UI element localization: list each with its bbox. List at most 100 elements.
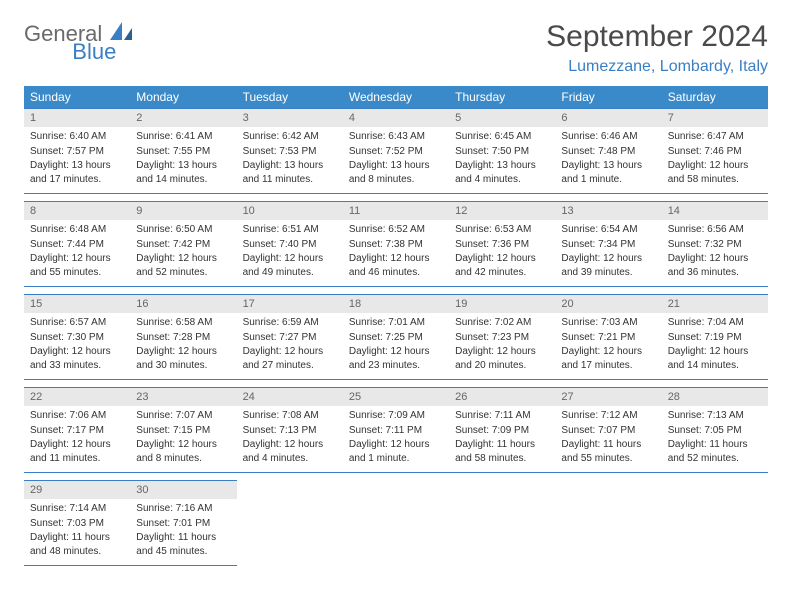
sunset-line: Sunset: 7:42 PM — [136, 238, 230, 252]
sunset-line: Sunset: 7:28 PM — [136, 331, 230, 345]
day-details: Sunrise: 7:06 AMSunset: 7:17 PMDaylight:… — [24, 406, 130, 472]
day-number: 6 — [555, 109, 661, 127]
daylight-line: Daylight: 12 hours and 14 minutes. — [668, 345, 762, 372]
day-number: 29 — [24, 481, 130, 499]
daylight-line: Daylight: 12 hours and 49 minutes. — [243, 252, 337, 279]
calendar-row: 8Sunrise: 6:48 AMSunset: 7:44 PMDaylight… — [24, 202, 768, 287]
daylight-line: Daylight: 13 hours and 8 minutes. — [349, 159, 443, 186]
sunrise-line: Sunrise: 7:01 AM — [349, 316, 443, 330]
sunset-line: Sunset: 7:50 PM — [455, 145, 549, 159]
calendar-cell: 22Sunrise: 7:06 AMSunset: 7:17 PMDayligh… — [24, 388, 130, 473]
sunset-line: Sunset: 7:11 PM — [349, 424, 443, 438]
day-details: Sunrise: 7:14 AMSunset: 7:03 PMDaylight:… — [24, 499, 130, 565]
day-number: 1 — [24, 109, 130, 127]
daylight-line: Daylight: 11 hours and 52 minutes. — [668, 438, 762, 465]
header: General Blue September 2024 Lumezzane, L… — [24, 20, 768, 76]
sunset-line: Sunset: 7:01 PM — [136, 517, 230, 531]
daylight-line: Daylight: 12 hours and 17 minutes. — [561, 345, 655, 372]
calendar-cell: 14Sunrise: 6:56 AMSunset: 7:32 PMDayligh… — [662, 202, 768, 287]
calendar-row: 15Sunrise: 6:57 AMSunset: 7:30 PMDayligh… — [24, 295, 768, 380]
day-details: Sunrise: 6:50 AMSunset: 7:42 PMDaylight:… — [130, 220, 236, 286]
sunset-line: Sunset: 7:55 PM — [136, 145, 230, 159]
calendar-cell: 28 Sunrise: 7:13 AMSunset: 7:05 PMDayligh… — [662, 388, 768, 473]
sunset-line: Sunset: 7:34 PM — [561, 238, 655, 252]
day-details: Sunrise: 7:03 AMSunset: 7:21 PMDaylight:… — [555, 313, 661, 379]
calendar-cell — [449, 481, 555, 566]
calendar-cell — [662, 481, 768, 566]
day-number: 9 — [130, 202, 236, 220]
day-number: 28 — [662, 388, 768, 406]
day-details: Sunrise: 6:45 AMSunset: 7:50 PMDaylight:… — [449, 127, 555, 193]
daylight-line: Daylight: 12 hours and 52 minutes. — [136, 252, 230, 279]
weekday-header: Wednesday — [343, 86, 449, 109]
sunset-line: Sunset: 7:25 PM — [349, 331, 443, 345]
day-details: Sunrise: 6:53 AMSunset: 7:36 PMDaylight:… — [449, 220, 555, 286]
weekday-header: Sunday — [24, 86, 130, 109]
sunset-line: Sunset: 7:52 PM — [349, 145, 443, 159]
day-details: Sunrise: 7:11 AMSunset: 7:09 PMDaylight:… — [449, 406, 555, 472]
daylight-line: Daylight: 12 hours and 30 minutes. — [136, 345, 230, 372]
day-details: Sunrise: 7:08 AMSunset: 7:13 PMDaylight:… — [237, 406, 343, 472]
day-number: 5 — [449, 109, 555, 127]
calendar-cell: 15Sunrise: 6:57 AMSunset: 7:30 PMDayligh… — [24, 295, 130, 380]
day-details: Sunrise: 6:40 AMSunset: 7:57 PMDaylight:… — [24, 127, 130, 193]
sunrise-line: Sunrise: 6:51 AM — [243, 223, 337, 237]
daylight-line: Daylight: 12 hours and 33 minutes. — [30, 345, 124, 372]
sunrise-line: Sunrise: 6:47 AM — [668, 130, 762, 144]
month-title: September 2024 — [546, 20, 768, 54]
calendar-cell: 16Sunrise: 6:58 AMSunset: 7:28 PMDayligh… — [130, 295, 236, 380]
sunrise-line: Sunrise: 7:13 AM — [668, 409, 762, 423]
daylight-line: Daylight: 12 hours and 46 minutes. — [349, 252, 443, 279]
sunset-line: Sunset: 7:38 PM — [349, 238, 443, 252]
sunrise-line: Sunrise: 7:09 AM — [349, 409, 443, 423]
day-number: 15 — [24, 295, 130, 313]
calendar-cell: 8Sunrise: 6:48 AMSunset: 7:44 PMDaylight… — [24, 202, 130, 287]
calendar-cell: 11 Sunrise: 6:52 AMSunset: 7:38 PMDayligh… — [343, 202, 449, 287]
sunset-line: Sunset: 7:48 PM — [561, 145, 655, 159]
calendar-cell: 19Sunrise: 7:02 AMSunset: 7:23 PMDayligh… — [449, 295, 555, 380]
day-details: Sunrise: 6:42 AMSunset: 7:53 PMDaylight:… — [237, 127, 343, 193]
calendar-row: 22Sunrise: 7:06 AMSunset: 7:17 PMDayligh… — [24, 388, 768, 473]
daylight-line: Daylight: 12 hours and 1 minute. — [349, 438, 443, 465]
sunrise-line: Sunrise: 6:40 AM — [30, 130, 124, 144]
day-details: Sunrise: 6:56 AMSunset: 7:32 PMDaylight:… — [662, 220, 768, 286]
sunrise-line: Sunrise: 6:52 AM — [349, 223, 443, 237]
day-details: Sunrise: 6:54 AMSunset: 7:34 PMDaylight:… — [555, 220, 661, 286]
calendar-cell: 29Sunrise: 7:14 AMSunset: 7:03 PMDayligh… — [24, 481, 130, 566]
calendar-cell — [555, 481, 661, 566]
daylight-line: Daylight: 13 hours and 4 minutes. — [455, 159, 549, 186]
weekday-header: Tuesday — [237, 86, 343, 109]
sunrise-line: Sunrise: 7:04 AM — [668, 316, 762, 330]
daylight-line: Daylight: 12 hours and 23 minutes. — [349, 345, 443, 372]
calendar-cell: 7Sunrise: 6:47 AMSunset: 7:46 PMDaylight… — [662, 109, 768, 194]
calendar-cell: 24Sunrise: 7:08 AMSunset: 7:13 PMDayligh… — [237, 388, 343, 473]
row-spacer — [24, 380, 768, 388]
sunrise-line: Sunrise: 6:53 AM — [455, 223, 549, 237]
sunrise-line: Sunrise: 7:06 AM — [30, 409, 124, 423]
calendar-cell: 13Sunrise: 6:54 AMSunset: 7:34 PMDayligh… — [555, 202, 661, 287]
day-number: 18 — [343, 295, 449, 313]
day-details: Sunrise: 6:59 AMSunset: 7:27 PMDaylight:… — [237, 313, 343, 379]
sunrise-line: Sunrise: 7:11 AM — [455, 409, 549, 423]
day-number: 24 — [237, 388, 343, 406]
day-number: 25 — [343, 388, 449, 406]
day-number: 12 — [449, 202, 555, 220]
daylight-line: Daylight: 11 hours and 55 minutes. — [561, 438, 655, 465]
day-number: 17 — [237, 295, 343, 313]
sunrise-line: Sunrise: 6:42 AM — [243, 130, 337, 144]
day-details: Sunrise: 7:01 AMSunset: 7:25 PMDaylight:… — [343, 313, 449, 379]
day-number: 13 — [555, 202, 661, 220]
sunrise-line: Sunrise: 6:58 AM — [136, 316, 230, 330]
sunrise-line: Sunrise: 7:16 AM — [136, 502, 230, 516]
day-details: Sunrise: 6:57 AMSunset: 7:30 PMDaylight:… — [24, 313, 130, 379]
day-number: 22 — [24, 388, 130, 406]
weekday-header: Saturday — [662, 86, 768, 109]
sunset-line: Sunset: 7:15 PM — [136, 424, 230, 438]
calendar-cell: 18Sunrise: 7:01 AMSunset: 7:25 PMDayligh… — [343, 295, 449, 380]
sunset-line: Sunset: 7:05 PM — [668, 424, 762, 438]
calendar-cell: 5Sunrise: 6:45 AMSunset: 7:50 PMDaylight… — [449, 109, 555, 194]
daylight-line: Daylight: 12 hours and 8 minutes. — [136, 438, 230, 465]
day-number: 11 — [343, 202, 449, 220]
location: Lumezzane, Lombardy, Italy — [546, 58, 768, 76]
row-spacer — [24, 194, 768, 202]
